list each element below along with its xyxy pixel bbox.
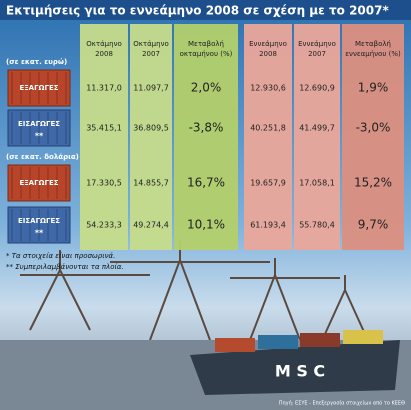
cell-value: 41.499,7 (299, 124, 335, 133)
column-header: Μεταβολή (355, 40, 391, 48)
column (130, 24, 172, 250)
title: Εκτιμήσεις για το εννεάμηνο 2008 σε σχέσ… (6, 4, 389, 18)
unit-label: (σε εκατ. ευρώ) (6, 58, 67, 66)
table: Οκτάμηνο 2008 Οκτάμηνο 2007 Μεταβολή οκταμήνο… (6, 24, 404, 271)
column-header: 2008 (259, 50, 277, 58)
cell-value: 40.251,8 (250, 124, 286, 133)
cell-value: 2,0% (191, 81, 222, 95)
source: Πηγή: ΕΣΥΕ - Επεξεργασία στοιχείων από τ… (279, 400, 405, 407)
cell-value: 12.690,9 (299, 84, 335, 93)
note: ** Συμπεριλαμβάνονται τα πλοία. (6, 263, 124, 271)
container-icon (7, 69, 71, 107)
column-header: Οκτάμηνο (86, 40, 122, 48)
cell-value: 17.058,1 (299, 179, 335, 188)
column-header: Εννεάμηνο (298, 40, 336, 48)
cell-value: 14.855,7 (133, 179, 169, 188)
cell-value: 36.809,5 (133, 124, 169, 133)
note: * Τα στοιχεία είναι προσωρινά. (6, 252, 115, 260)
unit-label: (σε εκατ. δολάρια) (6, 153, 79, 161)
row-label: ΕΙΣΑΓΩΓΕΣ (18, 120, 60, 128)
cell-value: 9,7% (358, 218, 389, 232)
column-header: 2007 (308, 50, 326, 58)
ship (190, 340, 400, 395)
column (174, 24, 238, 250)
container-icon (7, 206, 71, 244)
containers-on-ship (215, 330, 383, 352)
column-header: οκταμήνου (%) (180, 50, 233, 58)
cell-value: 15,2% (354, 176, 392, 190)
column-header: 2008 (95, 50, 113, 58)
row-marker: ** (35, 132, 44, 141)
row-label: ΕΙΣΑΓΩΓΕΣ (18, 217, 60, 225)
column-header: εννεαμήνου (%) (345, 50, 401, 58)
cell-value: 11.317,0 (86, 84, 122, 93)
cell-value: 1,9% (358, 81, 389, 95)
column (342, 24, 404, 250)
cell-value: 49.274,4 (133, 221, 169, 230)
column-header: 2007 (142, 50, 160, 58)
cell-value: 10,1% (187, 218, 225, 232)
title-bar (0, 0, 411, 20)
cell-value: 11.097,7 (133, 84, 169, 93)
cell-value: -3,0% (356, 121, 391, 135)
container-icon (7, 164, 71, 202)
row-label: ΕΞΑΓΩΓΕΣ (19, 179, 58, 187)
cell-value: 12.930,6 (250, 84, 286, 93)
cell-value: 55.780,4 (299, 221, 335, 230)
row-marker: ** (35, 229, 44, 238)
column (244, 24, 292, 250)
column (294, 24, 340, 250)
column-header: Μεταβολή (188, 40, 224, 48)
cell-value: 17.330,5 (86, 179, 122, 188)
cell-value: -3,8% (189, 121, 224, 135)
column-header: Οκτάμηνο (133, 40, 169, 48)
row-label: ΕΞΑΓΩΓΕΣ (19, 84, 58, 92)
container-icon (7, 109, 71, 147)
port-scene (20, 240, 371, 346)
cell-value: 19.657,9 (250, 179, 286, 188)
cell-value: 54.233,3 (86, 221, 122, 230)
ship-name: M S C (275, 362, 325, 381)
column (80, 24, 128, 250)
cell-value: 16,7% (187, 176, 225, 190)
cell-value: 61.193,4 (250, 221, 286, 230)
cell-value: 35.415,1 (86, 124, 122, 133)
column-header: Εννεάμηνο (249, 40, 287, 48)
